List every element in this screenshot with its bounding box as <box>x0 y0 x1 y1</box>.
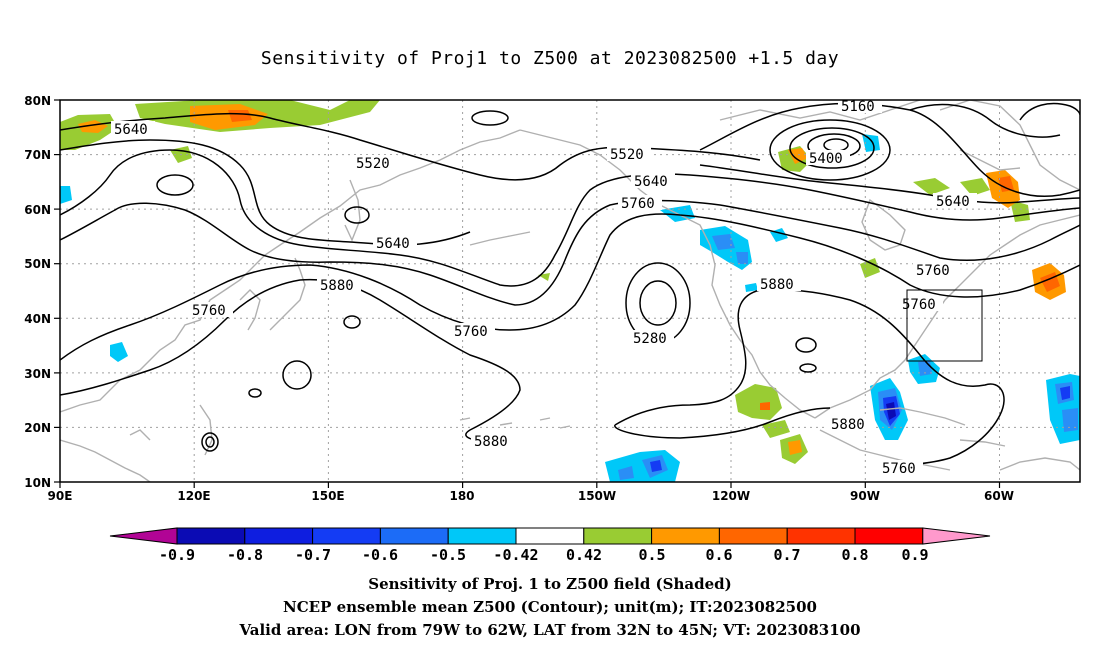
lat-label: 40N <box>24 312 51 326</box>
lon-label: 150W <box>578 489 616 503</box>
contour-label: 5760 <box>882 461 916 477</box>
valid-area-box <box>906 289 983 362</box>
colorbar-swatch <box>786 527 856 545</box>
footer-line-1: Sensitivity of Proj. 1 to Z500 field (Sh… <box>368 575 732 593</box>
lat-label: 20N <box>24 421 51 435</box>
contour-label: 5880 <box>320 278 354 294</box>
contour-label: 5520 <box>356 156 390 172</box>
contour-label: 5640 <box>376 236 410 252</box>
colorbar-low-arrow <box>109 527 178 545</box>
contour-label: 5880 <box>474 434 508 450</box>
colorbar-swatch <box>718 527 788 545</box>
longitude-labels: 90E 120E 150E 180 150W 120W 90W 60W <box>48 489 1014 503</box>
lon-label: 120E <box>177 489 210 503</box>
contour-label: 5640 <box>114 122 148 138</box>
lat-label: 10N <box>24 476 51 490</box>
lat-label: 60N <box>24 203 51 217</box>
colorbar-tick: 0.5 <box>638 546 665 564</box>
colorbar-swatch <box>583 527 653 545</box>
contour-label: 5520 <box>610 147 644 163</box>
lat-label: 50N <box>24 257 51 271</box>
latitude-labels: 80N 70N 60N 50N 40N 30N 20N 10N <box>24 94 51 490</box>
colorbar-tick: -0.6 <box>362 546 398 564</box>
map-frame <box>59 99 1081 483</box>
colorbar-tick: -0.5 <box>430 546 466 564</box>
lat-label: 30N <box>24 367 51 381</box>
contour-label: 5760 <box>192 303 226 319</box>
contour-label: 5760 <box>621 196 655 212</box>
contour-label: 5760 <box>902 297 936 313</box>
z500-contours <box>60 102 1080 467</box>
contour-label: 5640 <box>634 174 668 190</box>
colorbar-swatch <box>854 527 924 545</box>
lon-label: 180 <box>449 489 474 503</box>
colorbar-swatch <box>515 527 585 545</box>
footer-line-2: NCEP ensemble mean Z500 (Contour); unit(… <box>283 598 817 616</box>
colorbar-swatch <box>447 527 517 545</box>
contour-label: 5760 <box>916 263 950 279</box>
contour-label: 5160 <box>841 99 875 115</box>
colorbar-tick: -0.42 <box>493 546 538 564</box>
colorbar-tick: 0.7 <box>773 546 800 564</box>
colorbar-tick: 0.8 <box>841 546 868 564</box>
lon-label: 90E <box>48 489 73 503</box>
lon-label: 60W <box>984 489 1014 503</box>
colorbar-swatch <box>651 527 720 545</box>
lon-label: 150E <box>311 489 344 503</box>
contour-label: 5280 <box>633 331 667 347</box>
colorbar-swatch <box>379 527 449 545</box>
colorbar-swatch <box>176 527 246 545</box>
colorbar-tick: -0.9 <box>159 546 195 564</box>
contour-label: 5400 <box>809 151 843 167</box>
colorbar-ticks: -0.9 -0.8 -0.7 -0.6 -0.5 -0.42 0.42 0.5 … <box>159 546 929 564</box>
contour-labels-extra: 5760 <box>899 296 943 313</box>
lon-label: 120W <box>712 489 750 503</box>
colorbar-tick: 0.9 <box>901 546 928 564</box>
contour-label: 5760 <box>454 324 488 340</box>
contour-label: 5880 <box>831 417 865 433</box>
colorbar-tick: 0.42 <box>566 546 602 564</box>
colorbar-swatch <box>244 527 314 545</box>
colorbar-swatch <box>312 527 381 545</box>
colorbar-tick: 0.6 <box>705 546 732 564</box>
footer-line-3: Valid area: LON from 79W to 62W, LAT fro… <box>239 621 861 639</box>
colorbar <box>109 527 991 545</box>
axis-ticks <box>54 99 1001 488</box>
colorbar-tick: -0.7 <box>295 546 331 564</box>
colorbar-high-arrow <box>922 527 991 545</box>
lat-label: 80N <box>24 94 51 108</box>
contour-label: 5640 <box>936 194 970 210</box>
colorbar-tick: -0.8 <box>227 546 263 564</box>
contour-labels: 5640 5520 5520 5640 5640 5760 5880 5760 … <box>111 98 977 477</box>
lon-label: 90W <box>850 489 880 503</box>
gridlines <box>60 100 1080 482</box>
contour-label: 5880 <box>760 277 794 293</box>
map-title: Sensitivity of Proj1 to Z500 at 20230825… <box>260 48 840 69</box>
lat-label: 70N <box>24 148 51 162</box>
